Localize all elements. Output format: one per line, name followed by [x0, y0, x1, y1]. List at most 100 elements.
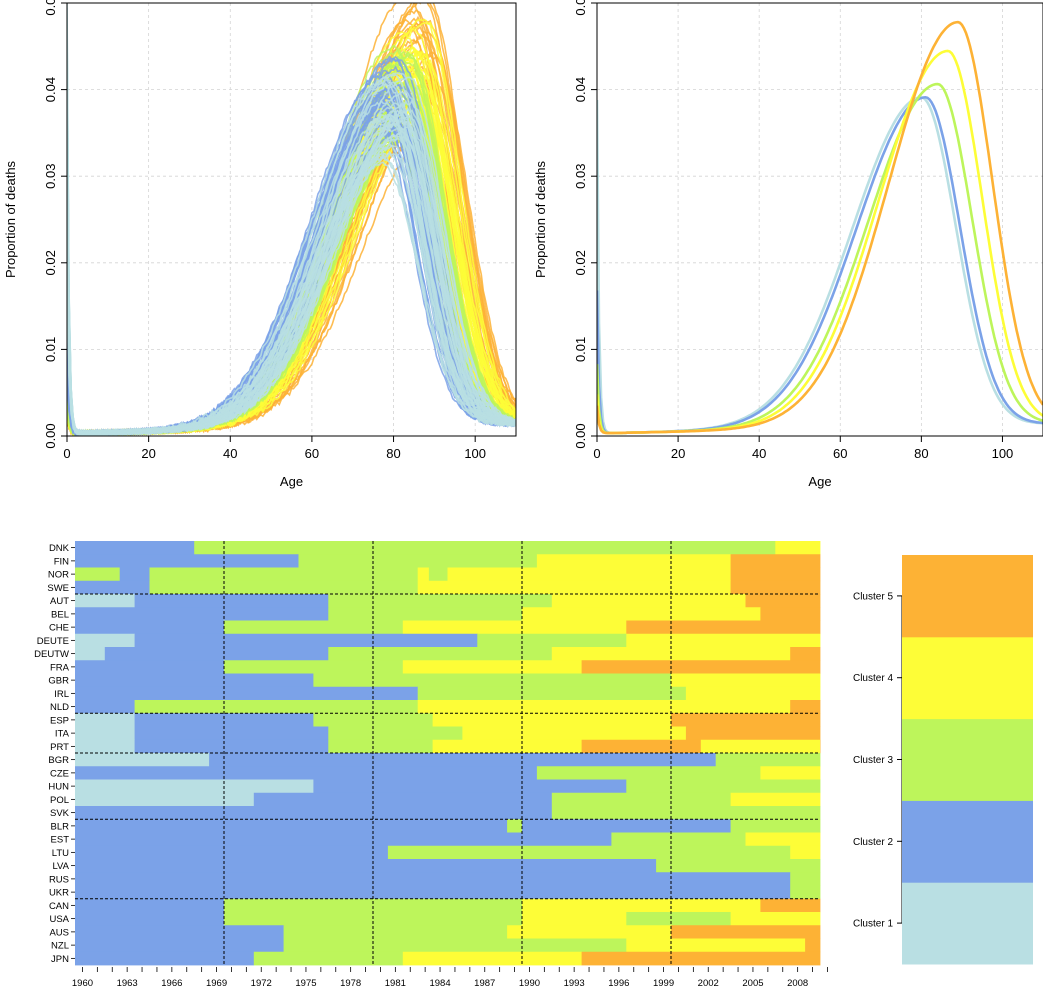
heatmap-cell-cluster-3 [626, 779, 821, 794]
heatmap-cell-cluster-2 [75, 580, 150, 595]
heatmap-cell-cluster-2 [104, 647, 329, 661]
heatmap-cell-cluster-2 [75, 859, 657, 873]
row-label: SVK [50, 808, 70, 819]
y-tick-label: 0.05 [573, 0, 588, 16]
row-label: HUN [48, 782, 69, 793]
year-label: 1975 [295, 978, 316, 989]
row-label: IRL [54, 689, 69, 700]
heatmap-row: BLR [51, 819, 821, 833]
year-label: 2002 [698, 978, 719, 989]
heatmap-cell-cluster-2 [75, 951, 255, 966]
x-tick-label: 100 [464, 446, 486, 461]
y-tick-label: 0.00 [573, 423, 588, 448]
heatmap-row: CAN [49, 898, 821, 913]
year-label: 2005 [742, 978, 763, 989]
heatmap-cell-cluster-3 [551, 792, 731, 807]
heatmap-cell-cluster-5 [581, 739, 702, 754]
heatmap-cell-cluster-5 [730, 580, 821, 595]
line-chart-panel-1: 0 20 40 60 80 100 Age 0.00 0.01 0.02 0.03 0.04 0.05 P… [533, 0, 1043, 489]
heatmap-cell-cluster-2 [75, 845, 389, 860]
mean-curve-cluster-2 [597, 95, 1043, 435]
heatmap-cell-cluster-3 [536, 766, 761, 780]
heatmap-cell-cluster-3 [656, 859, 821, 873]
heatmap-cell-cluster-1 [75, 726, 135, 741]
cluster-legend: Cluster 1 Cluster 2 Cluster 3 Cluster 4 Clus… [853, 555, 1033, 965]
row-label: PRT [50, 742, 69, 753]
heatmap-row: SVK [50, 806, 821, 820]
heatmap-row: BEL [51, 607, 821, 621]
year-label: 1993 [564, 978, 585, 989]
year-label: 1978 [340, 978, 361, 989]
heatmap-cell-cluster-3 [328, 594, 553, 608]
heatmap-cell-cluster-3 [387, 845, 791, 860]
heatmap-cell-cluster-5 [671, 925, 821, 939]
row-label: NZL [51, 941, 69, 952]
heatmap-row: LTU [52, 845, 821, 860]
y-tick-label: 0.04 [573, 77, 588, 102]
heatmap-cell-cluster-4 [432, 739, 582, 754]
heatmap-row: RUS [49, 872, 821, 886]
heatmap-cell-cluster-1 [75, 779, 314, 794]
year-label: 1999 [653, 978, 674, 989]
heatmap-cell-cluster-3 [417, 686, 687, 701]
heatmap-cell-cluster-4 [700, 739, 821, 754]
mean-curve-cluster-3 [597, 82, 1043, 435]
row-label: BEL [51, 609, 69, 620]
heatmap-cell-cluster-4 [462, 726, 687, 741]
heatmap-cell-cluster-2 [134, 594, 329, 608]
heatmap-cell-cluster-3 [313, 673, 672, 688]
heatmap-cell-cluster-3 [313, 713, 433, 727]
heatmap-cell-cluster-4 [730, 912, 821, 926]
heatmap-cell-cluster-5 [671, 713, 821, 727]
heatmap-cell-cluster-2 [134, 713, 314, 727]
row-label: EST [51, 835, 70, 846]
row-label: GBR [48, 676, 69, 687]
heatmap-cell-cluster-5 [760, 898, 821, 913]
y-axis-title: Proportion of deaths [3, 160, 18, 278]
x-axis: 0 20 40 60 80 100 Age [593, 436, 1013, 489]
heatmap-row: NZL [51, 938, 821, 953]
x-tick-label: 60 [833, 446, 847, 461]
heatmap-cell-cluster-3 [75, 567, 121, 582]
heatmap-cell-cluster-5 [685, 726, 821, 741]
x-tick-label: 80 [386, 446, 400, 461]
heatmap-cell-cluster-3 [224, 898, 523, 913]
heatmap-cell-cluster-1 [75, 633, 135, 648]
heatmap-cell-cluster-2 [75, 766, 538, 780]
legend-label: Cluster 5 [853, 591, 893, 602]
row-label: CAN [49, 901, 69, 912]
heatmap-cell-cluster-4 [402, 620, 627, 635]
heatmap-cell-cluster-1 [75, 713, 135, 727]
year-label: 2008 [787, 978, 808, 989]
row-label: SWE [47, 583, 69, 594]
heatmap-cell-cluster-3 [790, 885, 821, 900]
heatmap-cell-cluster-4 [522, 607, 761, 621]
heatmap-cell-cluster-2 [75, 885, 791, 900]
heatmap-cell-cluster-2 [75, 620, 225, 635]
heatmap-cell-cluster-5 [805, 938, 821, 953]
y-axis: 0.00 0.01 0.02 0.03 0.04 0.05 Proportion of de… [533, 0, 597, 449]
heatmap-row: LVA [52, 859, 821, 873]
heatmap-row: HUN [48, 779, 821, 794]
heatmap-cell-cluster-5 [730, 554, 821, 568]
density-curve-cluster-1 [67, 76, 516, 436]
heatmap-row: BGR [48, 753, 821, 767]
heatmap-cell-cluster-2 [522, 819, 731, 833]
year-label: 1981 [385, 978, 406, 989]
row-label: LVA [52, 861, 69, 872]
heatmap-cell-cluster-2 [75, 912, 225, 926]
y-tick-label: 0.02 [573, 250, 588, 275]
row-label: DNK [49, 543, 70, 554]
heatmap-cell-cluster-2 [75, 925, 284, 939]
row-label: POL [50, 795, 69, 806]
density-curve-cluster-1 [67, 67, 516, 436]
heatmap-row: USA [49, 912, 821, 926]
heatmap-cell-cluster-3 [551, 806, 821, 820]
heatmap-cell-cluster-5 [581, 951, 821, 966]
row-label: ITA [55, 729, 70, 740]
heatmap-row: PRT [50, 739, 821, 754]
x-tick-label: 20 [141, 446, 155, 461]
heatmap-cell-cluster-4 [626, 633, 821, 648]
heatmap-row: ITA [55, 726, 821, 741]
heatmap-cell-cluster-5 [745, 594, 821, 608]
